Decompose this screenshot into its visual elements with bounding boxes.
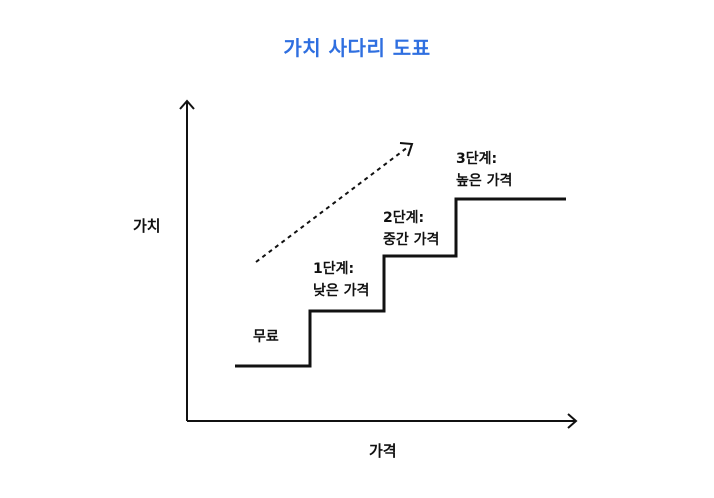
diagram-title: 가치 사다리 도표: [283, 36, 431, 60]
step-1-label: 1단계: 낮은 가격: [313, 258, 369, 302]
x-axis: [187, 413, 578, 429]
step-3-title: 3단계:: [456, 151, 498, 167]
trend-arrow: [255, 142, 414, 263]
y-axis: [179, 99, 195, 421]
step-free-label: 무료: [253, 326, 279, 348]
step-1-subtitle: 낮은 가격: [313, 283, 370, 299]
step-2-label: 2단계: 중간 가격: [383, 207, 439, 251]
value-staircase: [235, 197, 566, 368]
step-3-subtitle: 높은 가격: [456, 173, 513, 189]
step-2-title: 2단계:: [383, 210, 425, 226]
x-axis-label: 가격: [369, 442, 397, 460]
step-3-label: 3단계: 높은 가격: [456, 148, 512, 192]
y-axis-label: 가치: [133, 217, 161, 235]
step-2-subtitle: 중간 가격: [383, 232, 440, 248]
step-1-title: 1단계:: [313, 261, 355, 277]
step-free-title: 무료: [253, 329, 279, 345]
